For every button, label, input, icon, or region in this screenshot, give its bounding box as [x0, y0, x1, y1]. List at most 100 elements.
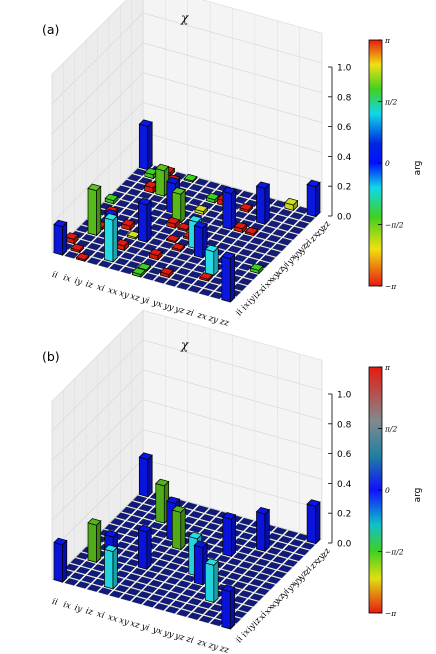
floor-tile	[137, 518, 154, 527]
floor-tile	[271, 570, 288, 579]
floor-tile	[114, 584, 130, 593]
x-tick-label: yi	[139, 622, 150, 634]
floor-tile	[231, 283, 248, 292]
floor-tile	[170, 273, 186, 282]
floor-tile	[266, 561, 282, 570]
floor-tile	[148, 565, 164, 574]
colorbar-tick-label: −π/2	[385, 548, 404, 557]
floor-tile	[148, 536, 165, 545]
floor-tile	[131, 582, 147, 591]
x-tick-label: zi	[184, 307, 195, 319]
floor-tile	[125, 260, 142, 269]
floor-tile	[86, 569, 102, 578]
x-tick-label: xy	[118, 616, 130, 628]
bar	[138, 452, 153, 498]
bar	[204, 244, 219, 277]
colorbar: π π/2 0 −π/2 −π arg	[368, 363, 423, 618]
floor-tile	[114, 228, 131, 237]
floor-tile	[226, 230, 243, 239]
floor-tile	[125, 587, 142, 596]
floor-tile	[266, 532, 283, 541]
floor-tile	[204, 537, 221, 546]
small-bar	[70, 243, 85, 254]
x-tick-label: yz	[173, 304, 186, 317]
floor-tile	[148, 579, 164, 588]
floor-tile	[221, 578, 237, 587]
floor-tile	[136, 576, 153, 585]
floor-tile	[237, 248, 254, 257]
bar	[171, 187, 186, 224]
floor-tile	[203, 282, 220, 291]
colorbar-tick-label: π/2	[384, 98, 397, 107]
x-tick-label: ix	[62, 273, 72, 285]
floor-tile	[159, 553, 176, 562]
floor-tile	[165, 547, 181, 556]
floor-tile	[198, 288, 214, 297]
floor-tile	[187, 256, 203, 265]
floor-tile	[97, 587, 113, 596]
floor-tile	[243, 598, 259, 607]
floor-tile	[277, 223, 294, 232]
floor-tile	[249, 251, 265, 260]
floor-tile	[188, 183, 204, 192]
floor-tile	[265, 249, 282, 258]
floor-tile	[186, 612, 203, 621]
y-tick-label: zy	[313, 225, 327, 239]
floor-tile	[232, 595, 248, 604]
panel-a: 0.00.20.40.60.81.0ii ix iy iz xi xx xy xz yi yx yy…	[42, 0, 423, 329]
floor-tile	[277, 208, 294, 217]
bar	[53, 537, 68, 583]
floor-tile	[148, 550, 164, 559]
floor-tile	[159, 241, 175, 250]
chart-title: χ	[180, 11, 189, 25]
y-tick-label: ii	[234, 634, 245, 644]
floor-tile	[126, 173, 143, 182]
x-tick-label: iy	[73, 276, 83, 288]
floor-tile	[232, 581, 248, 590]
floor-tile	[294, 220, 310, 229]
x-tick-label: iy	[73, 603, 83, 615]
z-tick-label: 0.4	[337, 153, 352, 163]
z-tick-label: 0.6	[337, 123, 352, 133]
z-tick-label: 1.0	[337, 391, 352, 401]
x-tick-label: xx	[107, 612, 119, 624]
floor-tile	[187, 270, 203, 279]
floor-tile	[176, 580, 192, 589]
small-bar	[239, 203, 254, 214]
colorbar-tick-label: −π/2	[385, 221, 404, 230]
floor-tile	[260, 254, 276, 263]
bar	[221, 584, 236, 630]
bar	[306, 499, 321, 545]
floor-tile	[210, 233, 226, 242]
bar	[255, 181, 271, 226]
floor-tile	[148, 521, 165, 530]
floor-tile	[159, 568, 175, 577]
bar	[221, 251, 236, 303]
z-tick-label: 0.8	[337, 420, 352, 430]
floor-tile	[277, 237, 293, 246]
floor-tile	[205, 508, 221, 517]
floor-tile	[249, 549, 266, 558]
z-axis: 0.0 0.2 0.4 0.6 0.8 1.0	[328, 391, 352, 550]
floor-tile	[288, 226, 305, 235]
floor-tile	[170, 556, 187, 565]
floor-tile	[188, 510, 204, 519]
x-tick-label: ii	[51, 597, 59, 608]
floor-tile	[199, 513, 215, 522]
floor-tile	[248, 593, 265, 602]
x-tick-label: yy	[162, 301, 175, 314]
floor-tile	[232, 196, 249, 205]
colorbar-tick-label: π/2	[384, 425, 397, 434]
floor-tile	[131, 567, 147, 576]
x-tick-label: yi	[139, 295, 150, 307]
small-bar	[121, 219, 136, 232]
floor-tile	[154, 544, 170, 553]
floor-tile	[198, 615, 214, 624]
x-tick-label: xi	[96, 609, 106, 621]
floor-tile	[283, 217, 299, 226]
floor-tile	[238, 190, 255, 199]
small-bar	[249, 263, 264, 275]
floor-tile	[254, 245, 271, 254]
x-tick-label: zy	[206, 640, 219, 653]
